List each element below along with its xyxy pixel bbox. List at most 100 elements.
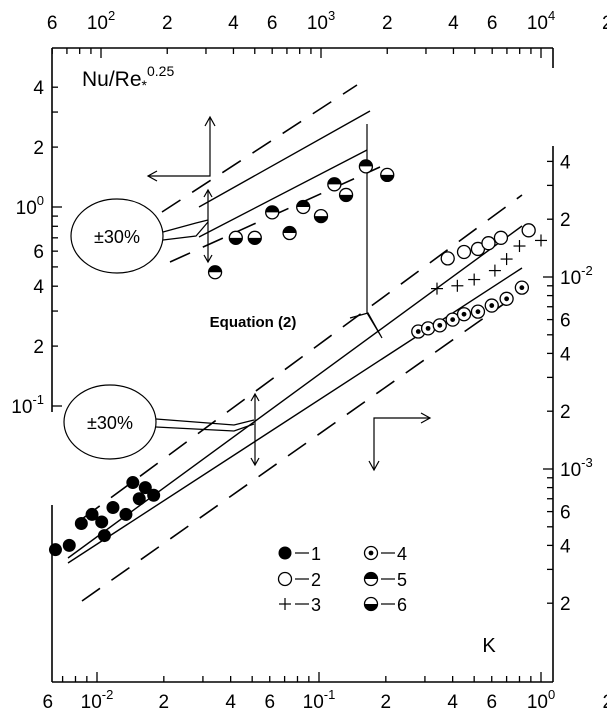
legend-label: 6 — [397, 595, 407, 615]
upper-fit-line-upper — [198, 110, 371, 208]
y-axis-label: Nu/Re*0.25 — [82, 63, 174, 93]
data-point — [313, 208, 329, 224]
marker-filled — [62, 538, 76, 552]
marker-dotted-center — [475, 309, 481, 315]
lower-band-callout — [63, 384, 157, 460]
data-point — [513, 240, 526, 253]
marker-filled — [97, 529, 111, 543]
left-tick-label: 2 — [33, 138, 44, 159]
data-point — [470, 304, 486, 319]
data-point — [481, 236, 496, 251]
data-point — [445, 312, 460, 327]
lower-callout-leader — [155, 418, 255, 426]
left-tick-label: 4 — [33, 78, 44, 99]
data-point — [380, 167, 395, 183]
top-tick-label: 4 — [228, 13, 239, 34]
data-point — [432, 318, 447, 333]
x-axis-label: K — [482, 635, 496, 657]
marker-filled — [278, 546, 292, 560]
lower-fit-line-lower — [67, 267, 523, 564]
series-filled — [48, 476, 161, 557]
bottom-tick-label: 100 — [527, 687, 555, 713]
marker-half-top — [296, 200, 310, 207]
top-tick-label: 103 — [307, 8, 335, 34]
bottom-tick-label: 2 — [381, 692, 392, 713]
data-point — [488, 264, 501, 277]
right-tick-label: 6 — [560, 503, 571, 524]
data-point — [265, 205, 280, 220]
data-point — [456, 244, 472, 260]
data-point — [147, 488, 161, 502]
data-point — [499, 291, 514, 306]
data-point — [338, 187, 354, 203]
legend-item: 4 — [363, 544, 407, 564]
data-point — [97, 529, 111, 543]
marker-half-top — [359, 159, 373, 167]
top-tick-label: 2 — [162, 13, 173, 34]
left-tick-label: 2 — [33, 337, 44, 358]
bottom-tick-label: 2 — [603, 692, 607, 713]
marker-dotted-center — [450, 317, 456, 322]
data-point — [106, 501, 120, 515]
arrow-head — [204, 115, 216, 127]
marker-half-top — [364, 572, 378, 579]
error-bar-arrow — [203, 254, 213, 264]
lower-band-upper — [81, 194, 523, 520]
series-half-top — [207, 159, 374, 280]
data-point — [521, 223, 536, 238]
bottom-tick-label: 10-1 — [303, 687, 336, 713]
marker-half-top — [208, 265, 222, 273]
equation-label: Equation (2) — [210, 314, 297, 331]
data-point — [48, 543, 62, 557]
data-point — [119, 507, 133, 521]
data-point — [228, 230, 243, 245]
data-point — [126, 476, 140, 490]
marker-dotted-center — [425, 325, 431, 331]
marker-half-top — [327, 177, 341, 185]
data-point — [296, 199, 311, 215]
marker-filled — [147, 488, 161, 502]
marker-half-top — [265, 205, 279, 213]
legend-label: 1 — [311, 544, 321, 564]
upper-band-callout — [70, 198, 164, 274]
top-tick-label: 6 — [487, 13, 498, 34]
marker-filled — [74, 517, 88, 531]
data-point — [85, 507, 99, 521]
arrow-head — [368, 460, 380, 472]
marker-dotted-center — [461, 311, 467, 317]
left-axis-arrow — [148, 118, 211, 177]
marker-half-bottom — [314, 216, 328, 223]
arrow-head — [146, 170, 158, 182]
data-points — [48, 159, 547, 557]
series-plus — [430, 234, 547, 295]
legend-item: 1 — [278, 544, 321, 564]
data-point — [95, 515, 109, 529]
right-tick-label: 2 — [560, 210, 571, 231]
right-tick-label: 10-2 — [560, 263, 593, 289]
data-point — [430, 282, 443, 295]
right-tick-label: 2 — [560, 402, 571, 423]
right-tick-label: 4 — [560, 536, 571, 557]
marker-filled — [85, 507, 99, 521]
marker-dotted-center — [415, 329, 421, 334]
legend-item: 6 — [363, 595, 407, 615]
legend-label: 3 — [311, 595, 321, 615]
upper-fit-line-lower — [198, 149, 368, 238]
data-point — [468, 273, 481, 286]
data-point — [138, 481, 152, 495]
data-point — [247, 230, 262, 245]
marker-half-bottom — [248, 237, 262, 245]
left-tick-label: 100 — [16, 193, 44, 219]
lower-callout-leader — [155, 423, 255, 432]
error-bar-arrow — [250, 392, 260, 402]
marker-half-bottom — [339, 194, 353, 202]
legend-item: 2 — [277, 570, 321, 590]
top-tick-label: 104 — [527, 8, 555, 34]
data-point — [500, 253, 513, 266]
data-point — [451, 279, 464, 292]
marker-open — [481, 236, 496, 251]
arrow-head — [420, 412, 432, 424]
legend-item: 5 — [363, 570, 407, 590]
right-tick-label: 4 — [560, 152, 571, 173]
